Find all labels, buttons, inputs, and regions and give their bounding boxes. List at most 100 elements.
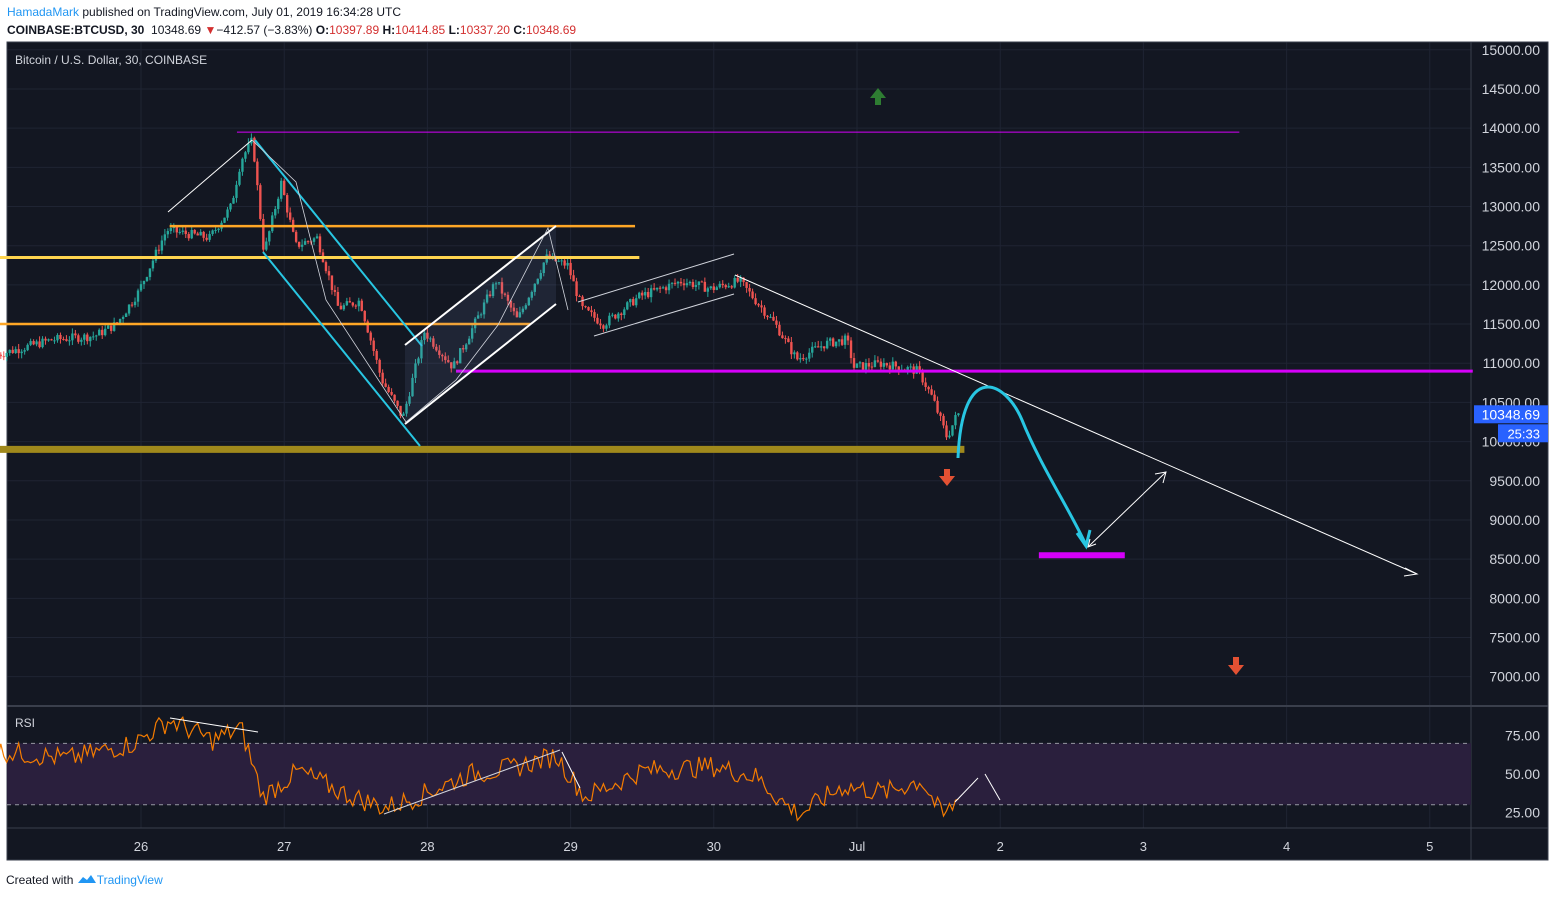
candle-body	[635, 298, 638, 306]
close-value: 10348.69	[525, 23, 577, 37]
candle-body	[629, 299, 632, 303]
candle-body	[479, 314, 483, 316]
candle-body	[954, 415, 957, 426]
ohlc-bar: COINBASE:BTCUSD, 30 10348.69 ▼−412.57 (−…	[7, 23, 576, 37]
candle-body	[814, 346, 817, 348]
candle-body	[867, 362, 871, 367]
countdown-tag	[1498, 424, 1548, 443]
rsi-bounce-arrow	[954, 777, 979, 803]
candle-body	[563, 260, 566, 266]
candle-body	[500, 282, 504, 294]
candle-body	[852, 358, 856, 368]
price-tick-label: 15000.00	[1482, 42, 1541, 58]
candle-body	[127, 304, 131, 314]
candle-body	[805, 358, 808, 360]
candle-body	[626, 302, 629, 310]
candle-body	[8, 349, 11, 353]
candle-body	[109, 325, 113, 331]
candle-body	[834, 341, 838, 347]
candle-body	[232, 197, 235, 204]
candle-body	[420, 340, 423, 359]
candle-body	[294, 231, 298, 242]
time-tick-label: 30	[707, 839, 721, 854]
symbol-label: COINBASE:BTCUSD, 30	[7, 23, 145, 37]
rising-channel-fill	[405, 226, 556, 424]
candle-body	[533, 283, 536, 292]
candle-body	[909, 366, 912, 368]
rsi-divergence-line	[169, 717, 259, 733]
candle-body	[366, 321, 369, 333]
price-tick-label: 12500.00	[1482, 238, 1541, 254]
wave-path	[251, 139, 569, 423]
candle-body	[408, 396, 411, 404]
candle-body	[560, 260, 563, 262]
candle-body	[655, 287, 659, 290]
candle-body	[74, 333, 77, 336]
rsi-tick-label: 50.00	[1505, 766, 1540, 782]
price-tick-label: 13000.00	[1482, 199, 1541, 215]
candle-body	[115, 322, 119, 324]
candle-body	[363, 310, 366, 322]
candle-body	[921, 370, 924, 383]
candle-body	[927, 387, 930, 390]
candle-body	[172, 226, 176, 229]
candle-body	[444, 356, 447, 361]
candle-body	[214, 229, 217, 231]
candle-body	[700, 281, 704, 283]
candle-body	[148, 268, 152, 278]
candle-body	[169, 228, 173, 232]
candle-body	[303, 241, 307, 245]
candle-body	[557, 260, 560, 262]
candle-body	[384, 383, 387, 387]
candle-body	[238, 171, 241, 185]
candle-body	[485, 294, 489, 303]
candle-body	[387, 386, 390, 393]
candle-body	[175, 226, 178, 233]
candle-body	[112, 322, 116, 331]
candle-body	[271, 215, 274, 232]
price-tick-label: 7000.00	[1489, 669, 1540, 685]
candle-body	[817, 346, 820, 348]
candle-body	[575, 281, 578, 297]
close-label: C:	[513, 23, 526, 37]
candle-body	[306, 241, 310, 243]
price-tick-label: 9000.00	[1489, 512, 1540, 528]
candle-body	[727, 286, 730, 288]
price-tick-label: 11500.00	[1483, 316, 1541, 332]
candle-body	[283, 180, 286, 196]
candle-body	[643, 291, 647, 296]
candle-body	[211, 230, 214, 235]
candle-body	[855, 363, 859, 368]
candle-body	[133, 301, 137, 306]
price-tick-label: 9500.00	[1489, 473, 1540, 489]
projection-arrowhead	[1075, 529, 1092, 550]
publish-info: HamadaMark published on TradingView.com,…	[7, 5, 401, 19]
candle-body	[166, 231, 170, 235]
candle-body	[26, 344, 29, 351]
candle-body	[130, 304, 134, 306]
candle-body	[104, 328, 107, 336]
tradingview-brand-link[interactable]: TradingView	[96, 873, 163, 887]
candle-body	[924, 382, 927, 388]
candle-body	[515, 311, 519, 318]
candle-body	[53, 340, 56, 342]
candle-body	[799, 358, 802, 360]
candle-body	[280, 180, 283, 199]
low-value: 10337.20	[459, 23, 510, 37]
candle-body	[106, 325, 110, 329]
candle-body	[703, 281, 707, 292]
candle-body	[324, 262, 328, 272]
candle-body	[95, 335, 98, 337]
change-down-icon: ▼	[204, 23, 217, 37]
rebound-arrowhead-b	[1087, 538, 1097, 548]
change-value: −412.57 (−3.83%)	[216, 23, 313, 37]
candle-body	[393, 394, 396, 401]
candle-body	[888, 365, 892, 370]
candle-body	[456, 361, 459, 364]
candle-body	[139, 284, 143, 291]
candle-body	[441, 354, 444, 357]
candle-body	[763, 307, 766, 316]
candle-body	[247, 143, 250, 153]
author-link[interactable]: HamadaMark	[7, 5, 80, 19]
